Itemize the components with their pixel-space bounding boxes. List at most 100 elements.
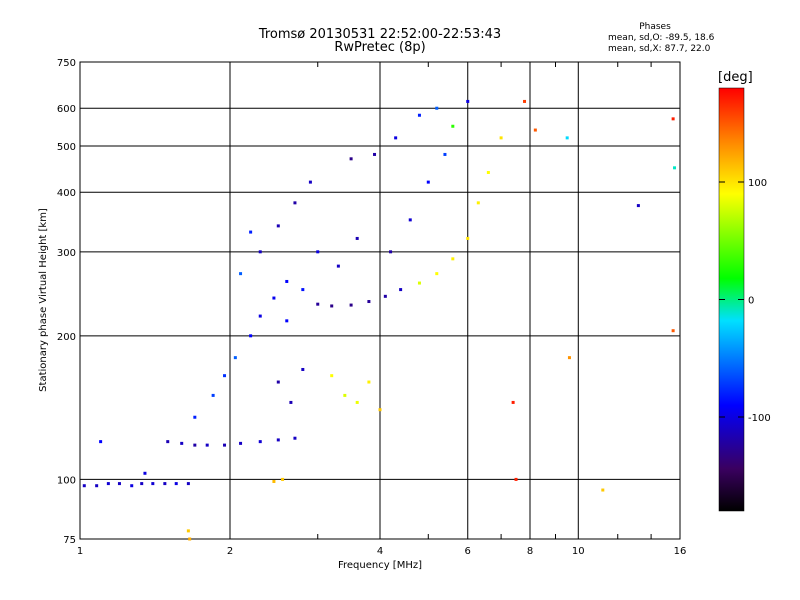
x-tick-label: 10 (572, 546, 585, 557)
data-point (486, 170, 490, 174)
data-point (249, 334, 253, 338)
data-point (276, 438, 280, 442)
data-point (130, 484, 134, 488)
data-point (239, 272, 243, 276)
data-point (435, 106, 439, 110)
data-point (511, 400, 515, 404)
data-point (301, 288, 305, 292)
data-point (272, 296, 276, 300)
data-point (349, 303, 353, 307)
y-tick-label: 75 (63, 535, 76, 546)
data-point (671, 117, 675, 121)
data-point (193, 443, 197, 447)
x-tick-label: 2 (227, 546, 233, 557)
data-point (378, 408, 382, 412)
data-point (367, 380, 371, 384)
data-point (476, 201, 480, 205)
data-point (523, 99, 527, 103)
data-point (166, 440, 170, 444)
data-point (426, 180, 430, 184)
data-point (258, 314, 262, 318)
data-point (330, 374, 334, 378)
data-point (143, 471, 147, 475)
data-point (293, 436, 297, 440)
data-point (533, 128, 537, 132)
stats-heading: Phases (639, 22, 671, 32)
y-tick-label: 300 (57, 248, 76, 259)
data-point (417, 281, 421, 285)
data-point (567, 356, 571, 360)
x-tick-label: 4 (377, 546, 383, 557)
data-point (355, 236, 359, 240)
x-axis-ticks: 1 2 4 6 8 10 16 (77, 62, 687, 557)
data-point (276, 224, 280, 228)
data-point (99, 440, 103, 444)
y-tick-label: 100 (57, 475, 76, 486)
data-point (343, 393, 347, 397)
y-tick-label: 750 (57, 58, 76, 69)
colorbar-tick-label: 100 (748, 178, 767, 189)
stats-x-mode: mean, sd,X: 87.7, 22.0 (608, 44, 711, 54)
data-point (174, 482, 178, 486)
grid (80, 62, 680, 539)
y-axis-label: Stationary phase Virtual Height [km] (38, 208, 49, 392)
data-point (383, 294, 387, 298)
data-point (223, 443, 227, 447)
data-point (117, 482, 121, 486)
data-point (673, 166, 677, 170)
data-point (285, 319, 289, 323)
data-point (399, 288, 403, 292)
stats-o-mode: mean, sd,O: -89.5, 18.6 (608, 33, 715, 43)
data-point (186, 529, 190, 533)
data-point (95, 484, 99, 488)
x-tick-label: 16 (674, 546, 687, 557)
data-point (367, 300, 371, 304)
data-point (180, 441, 184, 445)
data-point (389, 250, 393, 254)
data-point (443, 152, 447, 156)
data-point (308, 180, 312, 184)
data-point (466, 236, 470, 240)
data-point (106, 482, 110, 486)
data-point (373, 152, 377, 156)
data-point (301, 367, 305, 371)
data-point (188, 537, 192, 541)
data-point (466, 99, 470, 103)
data-point (272, 479, 276, 483)
data-point (193, 415, 197, 419)
data-point (336, 264, 340, 268)
colorbar-tick-label: -100 (748, 413, 771, 424)
data-point (285, 279, 289, 283)
data-point (349, 157, 353, 161)
data-point (636, 204, 640, 208)
data-point (289, 400, 293, 404)
chart-title: Tromsø 20130531 22:52:00-22:53:43 (258, 27, 502, 42)
data-point (276, 380, 280, 384)
data-point (163, 482, 167, 486)
colorbar-label: [deg] (718, 70, 753, 85)
y-axis-ticks: 75 100 200 300 400 500 600 750 (57, 58, 76, 546)
data-point (408, 218, 412, 222)
data-point (394, 136, 398, 140)
data-point (671, 329, 675, 333)
data-point (211, 393, 215, 397)
data-point (205, 443, 209, 447)
data-points (82, 99, 677, 541)
data-point (499, 136, 503, 140)
data-point (330, 304, 334, 308)
x-axis-label: Frequency [MHz] (338, 560, 422, 571)
data-point (514, 477, 518, 481)
data-point (316, 302, 320, 306)
colorbar-ticks: 100 0 -100 (719, 178, 771, 424)
data-point (186, 482, 190, 486)
data-point (417, 113, 421, 117)
data-point (451, 124, 455, 128)
data-point (82, 484, 86, 488)
data-point (151, 482, 155, 486)
x-tick-label: 1 (77, 546, 83, 557)
data-point (140, 482, 144, 486)
data-point (281, 477, 285, 481)
chart-subtitle: RwPretec (8p) (334, 40, 426, 55)
data-point (239, 441, 243, 445)
